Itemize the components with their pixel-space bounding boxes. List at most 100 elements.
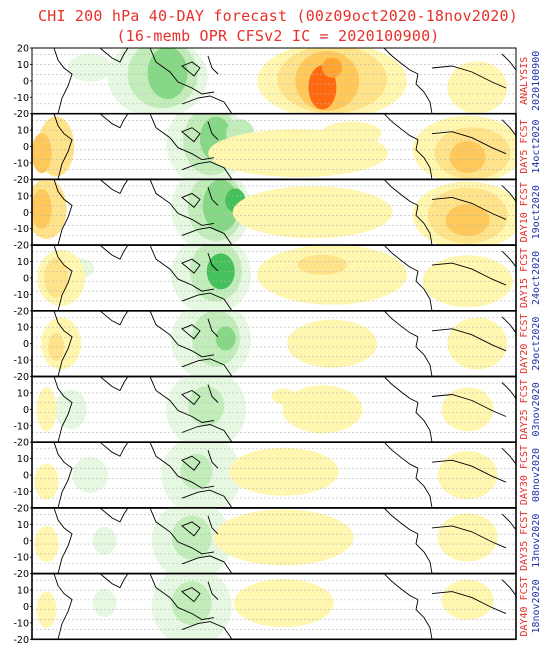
coastline	[99, 245, 129, 260]
y-tick-label: 0	[23, 405, 29, 416]
y-tick-label: -20	[13, 175, 29, 186]
panel-date: 19oct2020	[531, 185, 542, 239]
positive-anomaly-shading	[213, 509, 354, 566]
coastline	[181, 192, 201, 209]
y-tick-label: -10	[13, 224, 29, 235]
coastline	[207, 187, 219, 206]
coastline	[149, 442, 215, 489]
coastline	[383, 376, 419, 403]
y-tick-label: -20	[13, 372, 29, 383]
coastline	[149, 48, 215, 95]
coastline	[53, 573, 73, 640]
coastline	[501, 382, 516, 399]
positive-anomaly-shading	[32, 188, 52, 229]
coastline	[207, 450, 219, 469]
coastline	[181, 587, 201, 603]
chart-title-line2: (16-memb OPR CFSv2 IC = 2020100900)	[116, 27, 440, 45]
coastline	[431, 262, 507, 286]
panel-date: 13nov2020	[531, 514, 542, 568]
y-tick-label: 0	[23, 273, 29, 284]
coastline	[431, 459, 507, 483]
panel-label: DAY5 FCST	[519, 119, 530, 173]
panel-8: 10 0 -10 -20 DAY40 FCST 18nov2020	[13, 572, 542, 646]
y-tick-label: 10	[17, 257, 29, 268]
negative-anomaly-shading	[54, 389, 87, 430]
coastline	[53, 507, 73, 574]
positive-anomaly-shading	[437, 513, 498, 562]
positive-anomaly-shading	[321, 121, 382, 146]
coastline	[181, 61, 201, 77]
coastline	[207, 515, 219, 535]
coastline	[383, 507, 419, 535]
coastline	[415, 73, 433, 114]
coastline	[383, 179, 419, 206]
y-tick-label: 0	[23, 339, 29, 350]
coastline	[99, 113, 129, 129]
coastline	[501, 447, 516, 465]
y-tick-label: 20	[17, 44, 29, 55]
coastline	[149, 245, 215, 292]
coastline	[383, 310, 419, 338]
coastline	[415, 336, 433, 377]
panel-date: 03nov2020	[531, 382, 542, 436]
panel-3: 10 0 -10 -20 DAY15 FCST 24oct2020	[13, 244, 542, 317]
coastline	[415, 402, 433, 443]
panel-date: 08nov2020	[531, 448, 542, 502]
positive-anomaly-shading	[422, 255, 513, 308]
y-tick-label: -10	[13, 356, 29, 367]
panel-0: 20 10 0 -10 -20 ANALYSIS 2020100900	[13, 44, 542, 121]
positive-anomaly-shading	[32, 133, 52, 174]
y-tick-label: 10	[17, 586, 29, 597]
coastline	[181, 424, 233, 443]
panel-6: 10 0 -10 -20 DAY30 FCST 08nov2020	[13, 441, 542, 514]
coastline	[207, 252, 219, 272]
coastline	[207, 318, 219, 338]
coastline	[383, 442, 419, 469]
y-tick-label: -20	[13, 635, 29, 646]
coastline	[149, 573, 215, 621]
coastline	[415, 139, 433, 180]
coastline	[181, 324, 201, 340]
coastline	[501, 513, 516, 531]
panel-label: DAY20 FCST	[519, 314, 530, 374]
coastline	[99, 442, 129, 457]
y-tick-label: -20	[13, 503, 29, 514]
y-tick-label: 0	[23, 536, 29, 547]
coastline	[431, 591, 507, 615]
coastline	[99, 376, 129, 392]
positive-anomaly-shading	[437, 451, 498, 500]
coastline	[53, 442, 73, 508]
chart-title-line1: CHI 200 hPa 40-DAY forecast (00z09oct202…	[38, 7, 518, 25]
coastline	[149, 310, 215, 358]
coastline	[181, 389, 201, 406]
panel-date: 18nov2020	[531, 579, 542, 633]
panel-date: 14oct2020	[531, 119, 542, 173]
y-tick-label: 0	[23, 602, 29, 613]
panel-date: 2020100900	[531, 51, 542, 111]
y-tick-label: -20	[13, 109, 29, 120]
coastline	[181, 226, 233, 246]
y-tick-label: 10	[17, 388, 29, 399]
coastline	[181, 95, 233, 114]
coastline	[53, 179, 73, 246]
panel-label: DAY10 FCST	[519, 182, 530, 242]
positive-anomaly-shading	[232, 186, 393, 239]
y-tick-label: -20	[13, 569, 29, 580]
negative-anomaly-shading	[215, 326, 236, 351]
coastline	[99, 310, 129, 326]
panel-4: 10 0 -10 -20 DAY20 FCST 29oct2020	[13, 309, 542, 383]
positive-anomaly-shading	[447, 61, 508, 114]
negative-anomaly-shading	[147, 48, 188, 99]
coastline	[99, 179, 129, 195]
coastline	[415, 599, 433, 640]
coastline	[415, 533, 433, 574]
coastline	[149, 376, 215, 423]
positive-anomaly-shading	[445, 204, 490, 237]
y-tick-label: -20	[13, 306, 29, 317]
coastline	[53, 310, 73, 377]
y-tick-label: -10	[13, 618, 29, 629]
coastline	[181, 555, 233, 574]
positive-anomaly-shading	[257, 245, 408, 305]
coastline	[383, 48, 419, 75]
